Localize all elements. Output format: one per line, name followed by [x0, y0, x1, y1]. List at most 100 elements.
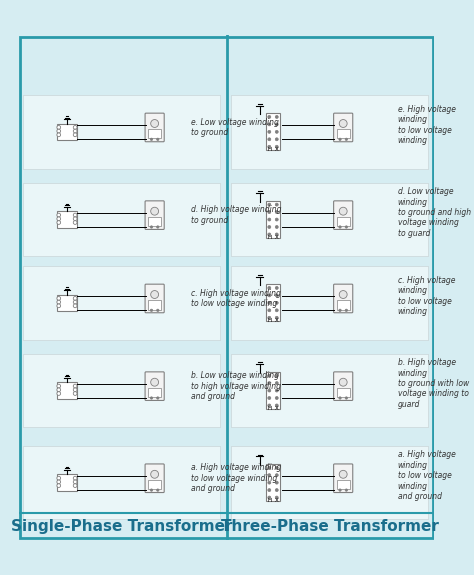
Circle shape [275, 210, 278, 213]
Bar [23, 183, 220, 256]
Circle shape [268, 301, 271, 304]
Bar [148, 300, 161, 309]
FancyBboxPatch shape [334, 201, 353, 229]
Circle shape [275, 138, 278, 141]
Text: H: H [267, 406, 272, 411]
Circle shape [275, 489, 278, 492]
Text: c. High voltage winding
to low voltage winding: c. High voltage winding to low voltage w… [191, 289, 281, 308]
Bar [231, 446, 428, 519]
FancyBboxPatch shape [145, 464, 164, 493]
Circle shape [57, 221, 61, 224]
Circle shape [57, 213, 61, 217]
Circle shape [339, 470, 347, 478]
Circle shape [73, 300, 77, 304]
Circle shape [151, 378, 159, 386]
Text: X: X [275, 318, 279, 323]
Text: b. High voltage winding
to ground with low
voltage winding to
guard: b. High voltage winding to ground with l… [398, 358, 469, 409]
Circle shape [275, 309, 278, 312]
Circle shape [57, 300, 61, 304]
Circle shape [275, 474, 278, 477]
Circle shape [268, 225, 271, 228]
Bar [337, 480, 349, 489]
Circle shape [268, 218, 271, 221]
Circle shape [275, 466, 278, 469]
Bar [56, 212, 77, 228]
FancyBboxPatch shape [145, 372, 164, 400]
Circle shape [73, 304, 77, 308]
Circle shape [73, 476, 77, 480]
Circle shape [275, 203, 278, 206]
Circle shape [345, 309, 347, 312]
Circle shape [151, 120, 159, 128]
Circle shape [275, 225, 278, 228]
Circle shape [57, 297, 61, 300]
Circle shape [57, 480, 61, 484]
Circle shape [268, 374, 271, 377]
Circle shape [57, 392, 61, 396]
Circle shape [345, 138, 347, 140]
Circle shape [268, 316, 271, 319]
Circle shape [73, 221, 77, 224]
Bar [23, 266, 220, 340]
Bar [265, 464, 281, 501]
Circle shape [339, 489, 341, 491]
Circle shape [151, 290, 159, 298]
Circle shape [275, 145, 278, 148]
Bar [23, 354, 220, 427]
Circle shape [275, 316, 278, 319]
Circle shape [339, 226, 341, 228]
Bar [148, 217, 161, 226]
Circle shape [339, 397, 341, 399]
FancyBboxPatch shape [20, 37, 433, 538]
Circle shape [339, 290, 347, 298]
Bar [337, 300, 349, 309]
Bar [148, 480, 161, 489]
Circle shape [268, 203, 271, 206]
Circle shape [275, 123, 278, 126]
Circle shape [156, 309, 159, 312]
Circle shape [275, 404, 278, 407]
Circle shape [73, 213, 77, 217]
Circle shape [156, 226, 159, 228]
Bar [56, 474, 77, 491]
Bar [148, 388, 161, 397]
Circle shape [275, 116, 278, 118]
Text: Three-Phase Transformer: Three-Phase Transformer [221, 519, 439, 534]
Circle shape [73, 388, 77, 392]
Circle shape [57, 133, 61, 137]
Circle shape [339, 207, 347, 215]
Circle shape [268, 382, 271, 385]
Circle shape [156, 489, 159, 491]
Circle shape [73, 392, 77, 396]
Bar [23, 446, 220, 519]
Circle shape [73, 133, 77, 137]
Circle shape [151, 470, 159, 478]
Circle shape [150, 226, 153, 228]
Circle shape [275, 286, 278, 289]
FancyBboxPatch shape [145, 113, 164, 142]
Circle shape [275, 389, 278, 392]
Bar [231, 95, 428, 168]
Text: H: H [267, 318, 272, 323]
Circle shape [57, 217, 61, 221]
Text: b. Low voltage winding
to high voltage winding
and ground: b. Low voltage winding to high voltage w… [191, 371, 281, 401]
Bar [265, 201, 281, 238]
Circle shape [345, 226, 347, 228]
Text: X: X [275, 147, 279, 152]
Circle shape [73, 484, 77, 488]
Text: d. High voltage winding
to ground: d. High voltage winding to ground [191, 205, 281, 225]
Circle shape [268, 404, 271, 407]
Circle shape [268, 389, 271, 392]
Bar [337, 217, 349, 226]
Bar [265, 113, 281, 151]
Circle shape [57, 476, 61, 480]
Text: X: X [275, 498, 279, 503]
Bar [265, 284, 281, 321]
FancyBboxPatch shape [334, 113, 353, 142]
Bar [265, 372, 281, 409]
Circle shape [156, 138, 159, 140]
Circle shape [73, 217, 77, 221]
Circle shape [57, 129, 61, 133]
Circle shape [345, 489, 347, 491]
Circle shape [275, 218, 278, 221]
